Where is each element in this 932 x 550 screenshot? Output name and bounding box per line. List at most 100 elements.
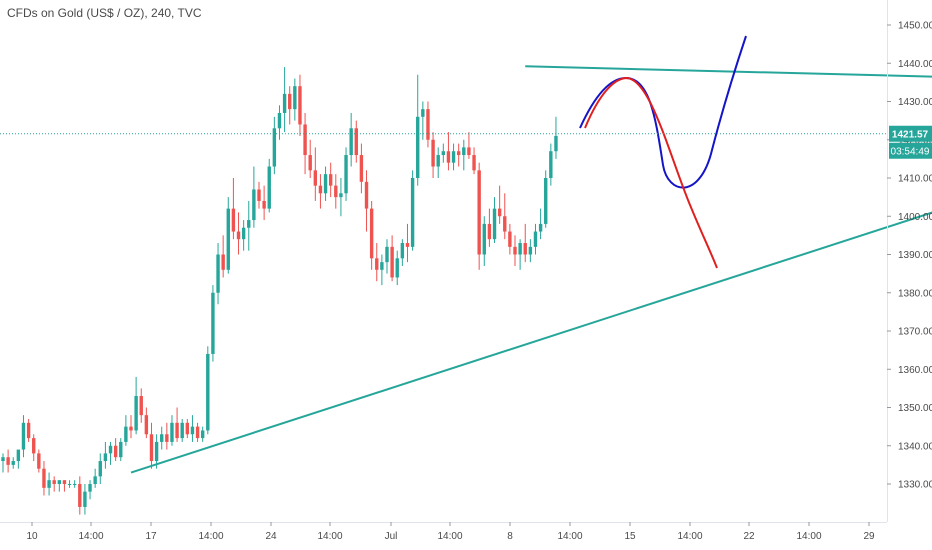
countdown-badge [889,142,932,159]
candle-body [88,484,92,492]
candle-body [124,426,128,442]
candle-body [52,480,56,484]
bullish-projection [579,35,747,189]
candle [364,170,369,232]
candle [211,285,215,362]
candle-body [257,189,261,201]
candle-body [467,147,471,156]
candle-body [375,258,379,270]
candle-body [549,151,553,178]
candle [472,147,476,175]
candle [154,434,159,469]
candle [303,112,307,175]
candle [359,143,364,194]
y-tick-label: 1340.00 [898,441,932,452]
candle [410,170,415,251]
candle [400,239,405,266]
candle [83,484,87,515]
y-tick-label: 1450.00 [898,21,932,32]
candle [482,216,486,266]
candle [523,223,527,263]
candle [47,472,51,496]
candles-layer [1,67,558,515]
candle [241,220,246,251]
candle-body [298,86,302,125]
candle-body [26,422,31,439]
candle-body [42,468,46,488]
candle-body [241,227,246,240]
candle [544,170,548,228]
candle-body [456,151,461,156]
candle [103,441,108,469]
candle-body [267,166,271,209]
candle-body [354,128,358,156]
y-axis: 1330.00 1340.00 1350.00 1360.00 1370.00 1380.… [887,0,932,522]
y-tick-label: 1400.00 [898,212,932,223]
candle [277,105,282,140]
candle [129,415,133,439]
candle-body [185,422,190,435]
candle-body [175,422,179,439]
price-badge: 1421.57 03:54:49 [0,125,932,159]
candle-body [57,480,62,484]
candle [144,407,149,439]
candle [513,235,517,266]
candle-body [359,155,364,182]
candle-body [32,438,36,454]
candle-body [144,415,149,435]
candle [119,438,123,462]
candle-body [395,258,399,278]
candle [492,197,497,244]
current-price-label: 1421.57 [892,130,929,141]
candle [62,480,67,492]
candle-body [226,208,230,270]
candle [313,147,318,201]
candle [262,185,266,221]
candle-body [369,208,374,259]
candle-body [252,189,256,221]
chart-title: CFDs on Gold (US$ / OZ), 240, TVC [7,6,202,20]
x-tick-label: 24 [265,531,277,542]
candle [334,174,338,209]
candle [497,185,502,224]
candle-body [247,220,251,228]
candle [180,418,184,442]
candle [451,143,456,171]
candle [293,78,297,121]
candle-body [190,426,195,435]
candle-body [451,151,456,163]
candle-body [544,178,548,224]
x-tick-label: 17 [145,531,157,542]
candle-body [139,396,143,416]
y-tick-label: 1350.00 [898,403,932,414]
y-tick-label: 1440.00 [898,59,932,70]
candle [21,415,26,458]
candle-body [303,124,307,156]
y-tick-label: 1380.00 [898,288,932,299]
candle-body [216,254,220,293]
candle-body [98,461,102,477]
candle [32,434,36,462]
candle [247,200,251,251]
candle-body [108,445,113,454]
candle-body [477,170,481,255]
candle-body [154,441,159,462]
candle-body [62,480,67,484]
candle-body [492,208,497,240]
candle-body [416,116,420,178]
candle-body [508,231,512,247]
x-tick-label: 8 [507,531,513,542]
candle [42,461,46,496]
candle [113,438,118,462]
candle [282,67,287,133]
candle-body [160,434,164,442]
candle [318,174,323,209]
x-tick-label: 22 [743,531,755,542]
candle [503,193,507,240]
candle-body [308,155,312,171]
candle [216,243,220,305]
y-tick-label: 1430.00 [898,97,932,108]
candle-body [149,434,154,462]
